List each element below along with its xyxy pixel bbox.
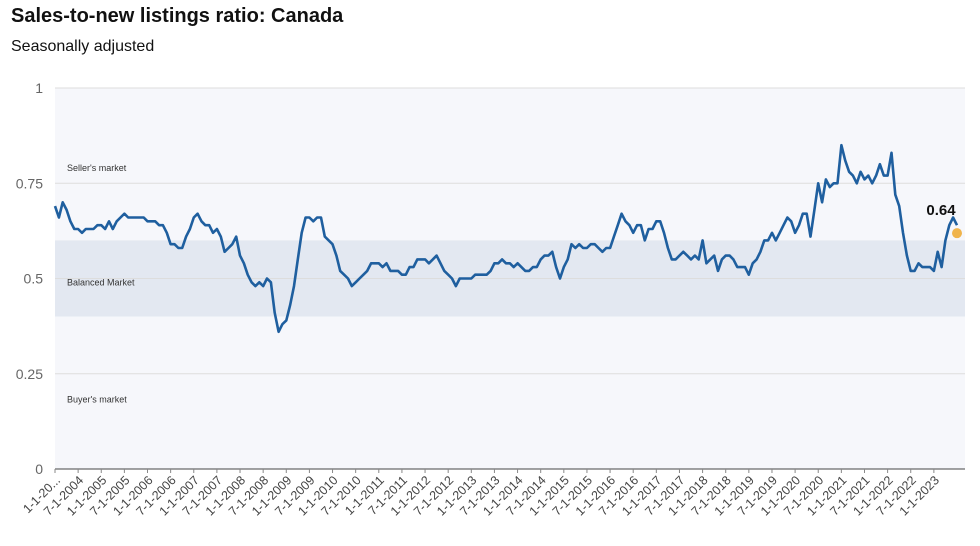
buyers-market-band	[55, 316, 965, 469]
y-tick-label: 0	[35, 461, 43, 477]
series-line	[53, 143, 959, 334]
chart-title: Sales-to-new listings ratio: Canada	[11, 5, 344, 27]
y-tick-label: 1	[35, 80, 43, 96]
buyers-market-label: Buyer's market	[67, 395, 127, 405]
sellers-market-band	[55, 88, 965, 241]
y-tick-label: 0.5	[24, 271, 44, 287]
chart-subtitle: Seasonally adjusted	[11, 38, 155, 55]
y-tick-label: 0.75	[16, 175, 43, 191]
last-point-marker	[952, 228, 962, 239]
last-value-label: 0.64	[926, 202, 956, 219]
y-tick-label: 0.25	[16, 366, 43, 382]
sellers-market-label: Seller's market	[67, 163, 127, 173]
balanced-market-label: Balanced Market	[67, 278, 135, 288]
